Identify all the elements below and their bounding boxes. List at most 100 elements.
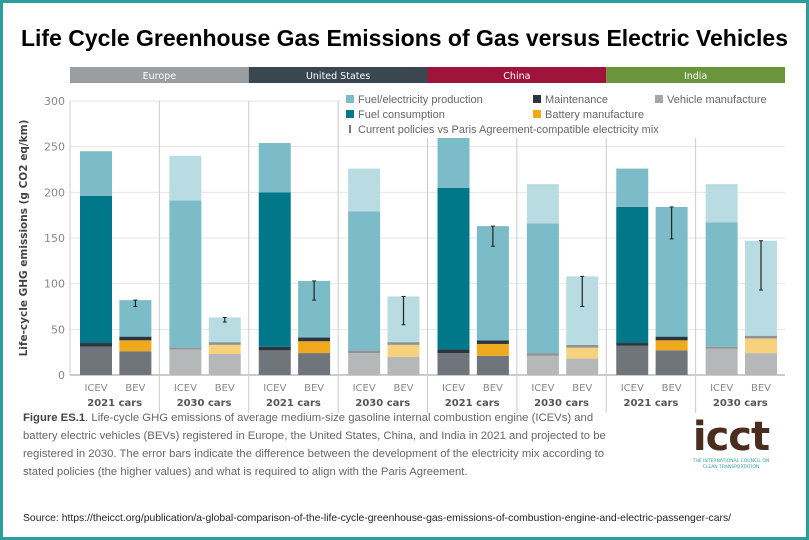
cohort-label: 2021 cars [87, 398, 142, 409]
bar-segment-maintenance [705, 346, 738, 349]
cohort-label: 2021 cars [624, 398, 679, 409]
source-link[interactable]: Source: https://theicct.org/publication/… [23, 513, 732, 524]
figure-caption: Figure ES.1. Life-cycle GHG emissions of… [23, 409, 623, 481]
y-tick-label: 200 [44, 186, 65, 199]
y-tick-label: 250 [44, 141, 65, 154]
x-tick-label: BEV [215, 383, 235, 394]
bar-segment-vehicle-manufacture [437, 353, 470, 375]
bar-segment-vehicle-manufacture [119, 351, 152, 375]
bar-segment-maintenance [437, 349, 470, 354]
cohort-label: 2030 cars [177, 398, 232, 409]
bar-segment-fuel-consumption [705, 222, 738, 347]
bar-segment-vehicle-manufacture [566, 358, 599, 375]
bar-segment-maintenance [298, 337, 331, 342]
legend-label: Fuel consumption [358, 109, 445, 121]
bar-segment-vehicle-manufacture [387, 356, 420, 375]
bar-segment-battery-manufacture [476, 343, 509, 356]
region-label: India [684, 71, 707, 82]
bar-segment-maintenance [119, 336, 152, 341]
bar-segment-vehicle-manufacture [745, 353, 777, 375]
x-tick-label: BEV [483, 383, 503, 394]
x-tick-label: BEV [572, 383, 592, 394]
caption-text: . Life-cycle GHG emissions of average me… [23, 412, 606, 478]
bar-segment-battery-manufacture [655, 340, 688, 351]
legend-swatch [346, 95, 354, 103]
bar-segment-battery-manufacture [745, 338, 777, 354]
bar-segment-vehicle-manufacture [705, 348, 738, 375]
y-tick-label: 50 [51, 323, 65, 336]
bar-segment-fuel-consumption [80, 195, 112, 344]
caption-label: Figure ES.1 [23, 412, 86, 424]
bar-segment-vehicle-manufacture [655, 350, 688, 375]
cohort-label: 2030 cars [713, 398, 768, 409]
cohort-label: 2030 cars [534, 398, 589, 409]
bar-segment-fuel-consumption [258, 192, 291, 347]
logo-subtitle: THE INTERNATIONAL COUNCIL ON CLEAN TRANS… [692, 459, 770, 470]
bar-segment-fuel-electricity-production [169, 155, 202, 201]
bar-segment-maintenance [566, 344, 599, 348]
legend-label: Fuel/electricity production [358, 94, 483, 106]
bar-segment-fuel-consumption [616, 206, 649, 344]
bar-segment-maintenance [208, 342, 241, 345]
legend-label: Battery manufacture [545, 109, 644, 121]
bar-segment-maintenance [258, 346, 291, 351]
bar-segment-fuel-electricity-production [80, 151, 112, 196]
x-tick-label: ICEV [442, 383, 465, 394]
bar-segment-vehicle-manufacture [208, 353, 241, 375]
region-header-2 [427, 67, 607, 83]
legend-swatch [533, 110, 541, 118]
bar-segment-vehicle-manufacture [258, 350, 291, 375]
bar-segment-fuel-electricity-production [258, 143, 291, 193]
y-tick-label: 0 [58, 369, 65, 382]
bar-segment-vehicle-manufacture [169, 349, 202, 375]
legend-swatch [346, 110, 354, 118]
legend-label: Current policies vs Paris Agreement-comp… [358, 124, 659, 136]
bar-segment-maintenance [169, 347, 202, 350]
bar-segment-fuel-consumption [169, 200, 202, 348]
x-tick-label: BEV [125, 383, 145, 394]
x-tick-label: BEV [304, 383, 324, 394]
bar-segment-maintenance [80, 343, 112, 347]
legend-background [341, 91, 785, 138]
x-tick-label: BEV [393, 383, 413, 394]
bar-segment-fuel-consumption [348, 211, 381, 351]
region-header-0 [70, 67, 249, 83]
figure-title: Life Cycle Greenhouse Gas Emissions of G… [20, 25, 789, 51]
region-label: United States [306, 71, 370, 82]
y-tick-label: 150 [44, 232, 65, 245]
bar-segment-battery-manufacture [387, 344, 420, 357]
bar-segment-vehicle-manufacture [298, 353, 331, 375]
region-header-1 [248, 67, 428, 83]
x-tick-label: ICEV [263, 383, 286, 394]
bar-segment-maintenance [476, 340, 509, 344]
bar-segment-maintenance [745, 335, 777, 339]
cohort-label: 2021 cars [445, 398, 500, 409]
x-tick-label: ICEV [174, 383, 197, 394]
x-tick-label: ICEV [621, 383, 644, 394]
bar-segment-vehicle-manufacture [80, 346, 112, 375]
x-tick-label: BEV [751, 383, 771, 394]
bar-segment-maintenance [616, 343, 649, 346]
bar-segment-fuel-electricity-production [526, 184, 559, 224]
bar-segment-fuel-electricity-production [348, 168, 381, 212]
region-label: China [503, 71, 530, 82]
x-tick-label: ICEV [84, 383, 107, 394]
legend-label: Maintenance [545, 94, 608, 106]
bar-segment-battery-manufacture [298, 341, 331, 354]
y-axis-label: Life-cycle GHG emissions (g CO2 eq/km) [18, 120, 30, 357]
logo-wordmark: icct [692, 414, 770, 460]
x-tick-label: ICEV [710, 383, 733, 394]
bar-segment-vehicle-manufacture [526, 355, 559, 375]
y-tick-label: 300 [44, 95, 65, 108]
bar-segment-fuel-consumption [437, 187, 470, 350]
cohort-label: 2030 cars [355, 398, 410, 409]
cohort-label: 2021 cars [266, 398, 321, 409]
bar-segment-vehicle-manufacture [616, 345, 649, 375]
bar-segment-fuel-consumption [526, 223, 559, 354]
emissions-chart: Europe United States China India 0 50 100 150 20… [18, 67, 785, 413]
bar-segment-fuel-electricity-production [616, 168, 649, 207]
bar-segment-fuel-electricity-production [705, 184, 738, 223]
legend-swatch [655, 95, 663, 103]
bar-segment-fuel-electricity-production [437, 137, 470, 188]
